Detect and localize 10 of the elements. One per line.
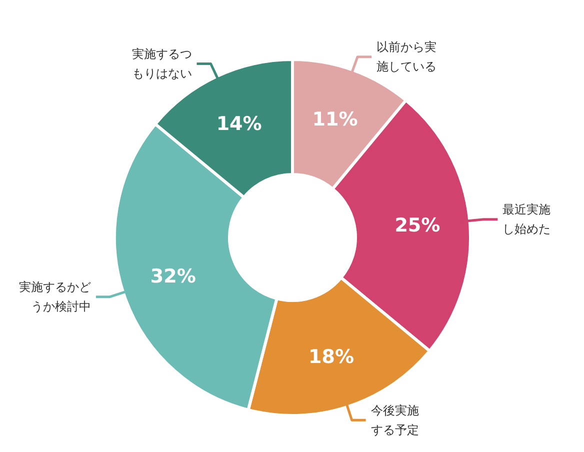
slice-label: 今後実施する予定 — [370, 403, 419, 437]
data-label: 11% — [312, 108, 358, 130]
data-label: 14% — [216, 112, 262, 135]
slice-label: 最近実施し始めた — [502, 202, 551, 236]
data-label: 18% — [308, 346, 354, 368]
slice-label: 実施するつもりはない — [132, 46, 192, 81]
slice-label: 以前から実施している — [376, 40, 437, 74]
slice-label: 実施するかどうか検討中 — [18, 280, 91, 314]
data-label: 25% — [394, 214, 440, 237]
data-label: 32% — [150, 265, 196, 288]
